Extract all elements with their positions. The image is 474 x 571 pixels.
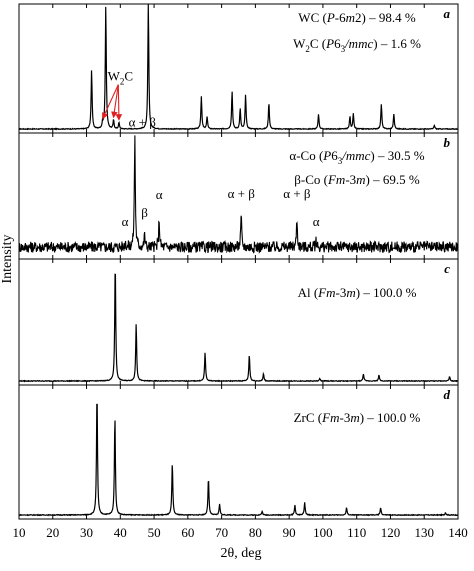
- diffraction-trace-d: [18, 403, 459, 517]
- peak-arrow: [115, 84, 123, 121]
- phase-composition-line-part: α-Co (: [289, 148, 323, 163]
- phase-composition-line-part: ZrC (: [294, 410, 323, 425]
- peak-label: α + β: [283, 186, 311, 201]
- plot-frame: [18, 3, 459, 520]
- peak-label-part: 2: [120, 77, 125, 87]
- phase-composition-line-part: m: [356, 172, 365, 187]
- peak-label-part: α: [313, 214, 320, 229]
- phase-composition-line-part: Fm: [317, 285, 335, 300]
- x-tick-label: 120: [381, 525, 401, 540]
- panel-letter: d: [444, 387, 451, 402]
- phase-composition-line-part: ) – 100.0 %: [356, 285, 417, 300]
- phase-composition-line-part: ) – 100.0 %: [360, 410, 421, 425]
- x-tick-label: 30: [80, 525, 93, 540]
- phase-composition-line-part: m: [346, 10, 355, 25]
- phase-composition-line-part: -6: [335, 10, 346, 25]
- phase-composition-line-part: m: [346, 285, 355, 300]
- phase-composition-line-part: Al (: [298, 285, 319, 300]
- peak-label-part: β: [141, 205, 148, 220]
- phase-composition-line-part: ) – 1.6 %: [373, 36, 421, 51]
- x-tick-label: 10: [13, 525, 26, 540]
- peak-label-part: α + β: [228, 186, 256, 201]
- peak-arrow: [111, 84, 119, 119]
- peak-label: α: [122, 214, 129, 229]
- phase-composition-line-part: /mmc: [341, 148, 370, 163]
- peak-label-part: α: [122, 214, 129, 229]
- phase-composition-line-part: 2) – 98.4 %: [355, 10, 416, 25]
- phase-composition-line-part: -3: [339, 410, 350, 425]
- diffraction-trace-c: [18, 273, 458, 383]
- panel-letter: b: [444, 135, 451, 150]
- phase-composition-line-part: m: [350, 410, 359, 425]
- peak-label-part: W: [108, 69, 121, 84]
- phase-composition-line-part: W: [293, 36, 306, 51]
- x-tick-label: 70: [215, 525, 228, 540]
- phase-composition-line: WC (P-6m2) – 98.4 %: [298, 10, 416, 25]
- phase-composition-line: β-Co (Fm-3m) – 69.5 %: [294, 172, 420, 187]
- peak-label-part: C: [124, 69, 133, 84]
- panel-letter: a: [444, 6, 451, 21]
- phase-composition-line-part: 6: [334, 36, 341, 51]
- x-tick-label: 50: [148, 525, 161, 540]
- traces-layer: [18, 4, 459, 517]
- peak-label: W2C: [108, 69, 133, 87]
- y-axis-title: Intensity: [0, 235, 15, 284]
- peak-label: β: [141, 205, 148, 220]
- phase-composition-line-part: P: [322, 148, 331, 163]
- peak-label-part: α + β: [283, 186, 311, 201]
- peak-arrow: [102, 84, 119, 120]
- phase-composition-line-part: -3: [336, 285, 347, 300]
- frame-layer: [18, 3, 459, 520]
- phase-composition-line-part: 3: [338, 156, 343, 166]
- x-tick-label: 100: [313, 525, 333, 540]
- x-tick-label: 80: [249, 525, 262, 540]
- peak-label: α + β: [129, 114, 157, 129]
- peak-label-part: α + β: [129, 114, 157, 129]
- phase-composition-line: W2C (P63/mmc) – 1.6 %: [293, 36, 421, 54]
- phase-composition-line: Al (Fm-3m) – 100.0 %: [298, 285, 417, 300]
- x-tick-label: 20: [46, 525, 59, 540]
- x-axis-title: 2θ, deg: [221, 546, 262, 561]
- x-tick-label: 110: [347, 525, 366, 540]
- x-tick-label: 90: [283, 525, 296, 540]
- diffraction-trace-a: [18, 4, 459, 131]
- panel-letter: c: [444, 261, 450, 276]
- phase-composition-line-part: 3: [341, 44, 346, 54]
- phase-composition-line-part: -3: [345, 172, 356, 187]
- phase-composition-line: α-Co (P63/mmc) – 30.5 %: [289, 148, 424, 166]
- peak-label: α + β: [228, 186, 256, 201]
- peak-label: α: [313, 214, 320, 229]
- x-tick-label: 140: [448, 525, 468, 540]
- phase-composition-line-part: C (: [310, 36, 326, 51]
- diffraction-trace-b: [18, 135, 459, 254]
- phase-composition-line-part: /mmc: [344, 36, 373, 51]
- phase-composition-line-part: ) – 30.5 %: [370, 148, 424, 163]
- peak-label: α: [156, 187, 163, 202]
- phase-composition-line-part: P: [325, 36, 334, 51]
- phase-composition-line-part: P: [326, 10, 335, 25]
- phase-composition-line-part: 6: [331, 148, 338, 163]
- peak-label-part: α: [156, 187, 163, 202]
- phase-composition-line-part: ) – 69.5 %: [366, 172, 420, 187]
- phase-composition-line-part: Fm: [321, 410, 339, 425]
- phase-composition-line-part: β-Co (: [294, 172, 328, 187]
- x-tick-label: 130: [414, 525, 434, 540]
- x-tick-label: 40: [114, 525, 127, 540]
- phase-composition-line-part: Fm: [327, 172, 345, 187]
- phase-composition-line: ZrC (Fm-3m) – 100.0 %: [294, 410, 421, 425]
- x-tick-label: 60: [181, 525, 194, 540]
- phase-composition-line-part: WC (: [298, 10, 327, 25]
- phase-composition-line-part: 2: [305, 44, 310, 54]
